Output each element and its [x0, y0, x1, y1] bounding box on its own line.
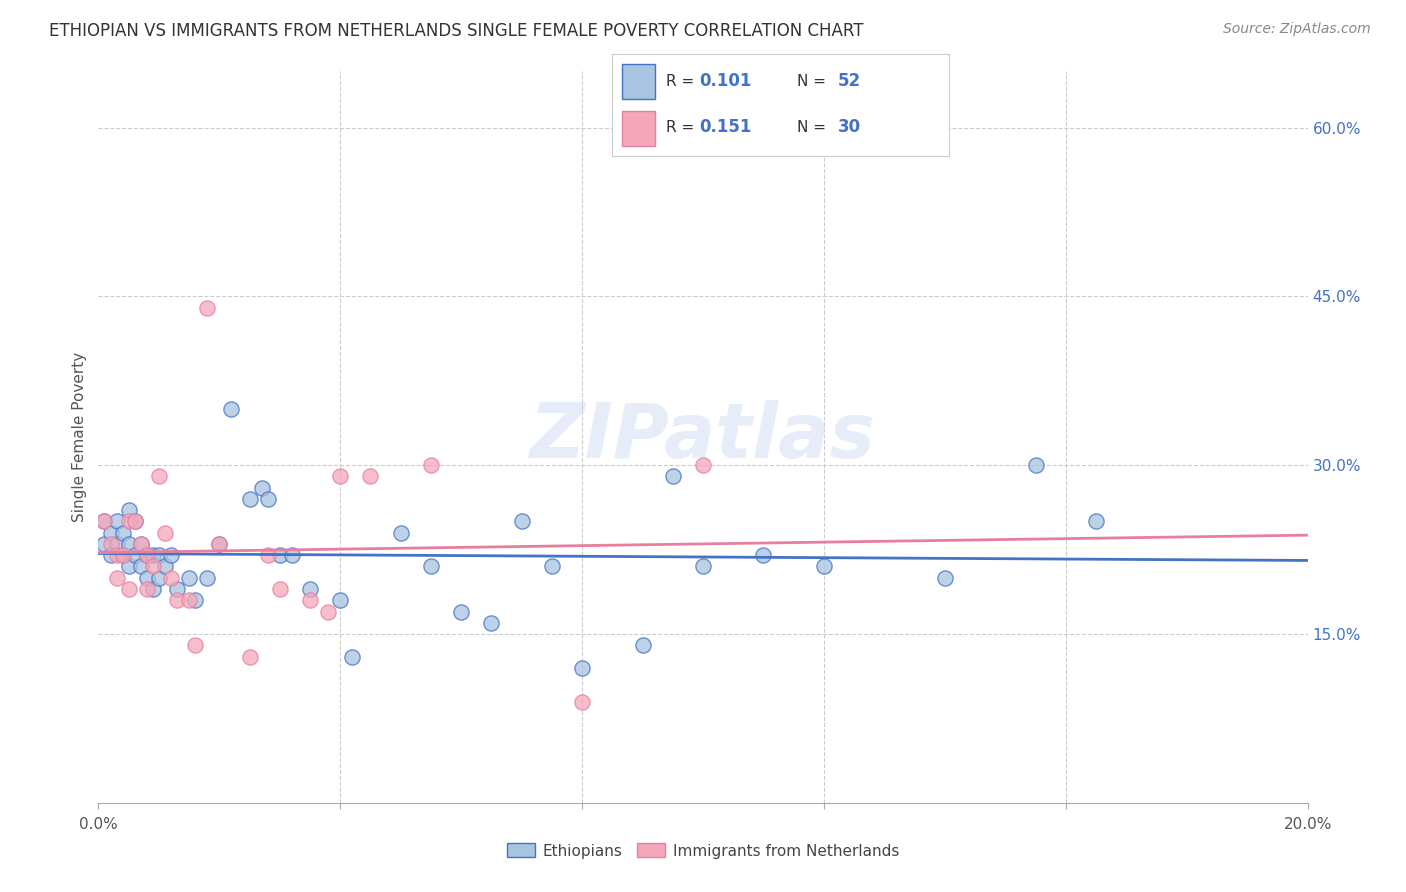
Point — [813, 559, 835, 574]
Point — [342, 649, 364, 664]
Point — [256, 548, 278, 562]
Point — [135, 571, 157, 585]
Point — [142, 548, 165, 562]
Point — [250, 481, 273, 495]
Point — [129, 559, 152, 574]
Point — [129, 537, 152, 551]
Point — [153, 525, 176, 540]
Point — [179, 593, 201, 607]
Point — [281, 548, 304, 562]
Point — [135, 548, 157, 562]
Point — [148, 469, 170, 483]
Point — [420, 458, 443, 473]
Point — [195, 301, 218, 315]
Bar — [621, 64, 655, 99]
Point — [111, 548, 134, 562]
Point — [160, 571, 183, 585]
Point — [105, 537, 128, 551]
Point — [166, 593, 188, 607]
Point — [105, 571, 128, 585]
Point — [124, 515, 146, 529]
Point — [934, 571, 956, 585]
Text: ZIPatlas: ZIPatlas — [530, 401, 876, 474]
Text: 0.151: 0.151 — [699, 119, 752, 136]
Point — [142, 582, 165, 596]
Text: 0.101: 0.101 — [699, 72, 752, 90]
Text: ETHIOPIAN VS IMMIGRANTS FROM NETHERLANDS SINGLE FEMALE POVERTY CORRELATION CHART: ETHIOPIAN VS IMMIGRANTS FROM NETHERLANDS… — [49, 22, 863, 40]
Bar — [621, 111, 655, 145]
Point — [100, 537, 122, 551]
Point — [481, 615, 503, 630]
Point — [239, 491, 262, 506]
Point — [661, 469, 683, 483]
Point — [160, 548, 183, 562]
Text: R =: R = — [665, 74, 699, 88]
Point — [208, 537, 231, 551]
Point — [1085, 515, 1108, 529]
Text: N =: N = — [797, 120, 831, 135]
Point — [184, 593, 207, 607]
Point — [239, 649, 262, 664]
Point — [153, 559, 176, 574]
Point — [118, 559, 141, 574]
Point — [135, 548, 157, 562]
Point — [179, 571, 201, 585]
Text: Source: ZipAtlas.com: Source: ZipAtlas.com — [1223, 22, 1371, 37]
Point — [692, 458, 714, 473]
Y-axis label: Single Female Poverty: Single Female Poverty — [72, 352, 87, 522]
Point — [420, 559, 443, 574]
Point — [142, 559, 165, 574]
Point — [360, 469, 382, 483]
Point — [105, 515, 128, 529]
Point — [208, 537, 231, 551]
Point — [118, 537, 141, 551]
Point — [124, 515, 146, 529]
Point — [135, 582, 157, 596]
Point — [1024, 458, 1046, 473]
Point — [118, 503, 141, 517]
Point — [118, 582, 141, 596]
Point — [510, 515, 533, 529]
Point — [111, 548, 134, 562]
Point — [221, 401, 243, 416]
Point — [269, 548, 291, 562]
Point — [631, 638, 654, 652]
Point — [329, 593, 352, 607]
Point — [752, 548, 775, 562]
Point — [129, 537, 152, 551]
Point — [316, 605, 339, 619]
Point — [93, 537, 115, 551]
Point — [329, 469, 352, 483]
Point — [111, 525, 134, 540]
Text: R =: R = — [665, 120, 699, 135]
Point — [571, 694, 593, 708]
Point — [299, 582, 322, 596]
Point — [118, 515, 141, 529]
Legend: Ethiopians, Immigrants from Netherlands: Ethiopians, Immigrants from Netherlands — [501, 838, 905, 864]
Point — [100, 548, 122, 562]
Text: 30: 30 — [838, 119, 860, 136]
Point — [571, 661, 593, 675]
Point — [148, 571, 170, 585]
Point — [299, 593, 322, 607]
Point — [450, 605, 472, 619]
Text: 52: 52 — [838, 72, 860, 90]
Point — [389, 525, 412, 540]
Point — [105, 548, 128, 562]
Point — [195, 571, 218, 585]
Point — [100, 525, 122, 540]
Point — [93, 515, 115, 529]
Point — [184, 638, 207, 652]
Text: N =: N = — [797, 74, 831, 88]
Point — [166, 582, 188, 596]
Point — [124, 548, 146, 562]
Point — [692, 559, 714, 574]
Point — [540, 559, 562, 574]
Point — [148, 548, 170, 562]
Point — [269, 582, 291, 596]
Point — [256, 491, 278, 506]
Point — [93, 515, 115, 529]
